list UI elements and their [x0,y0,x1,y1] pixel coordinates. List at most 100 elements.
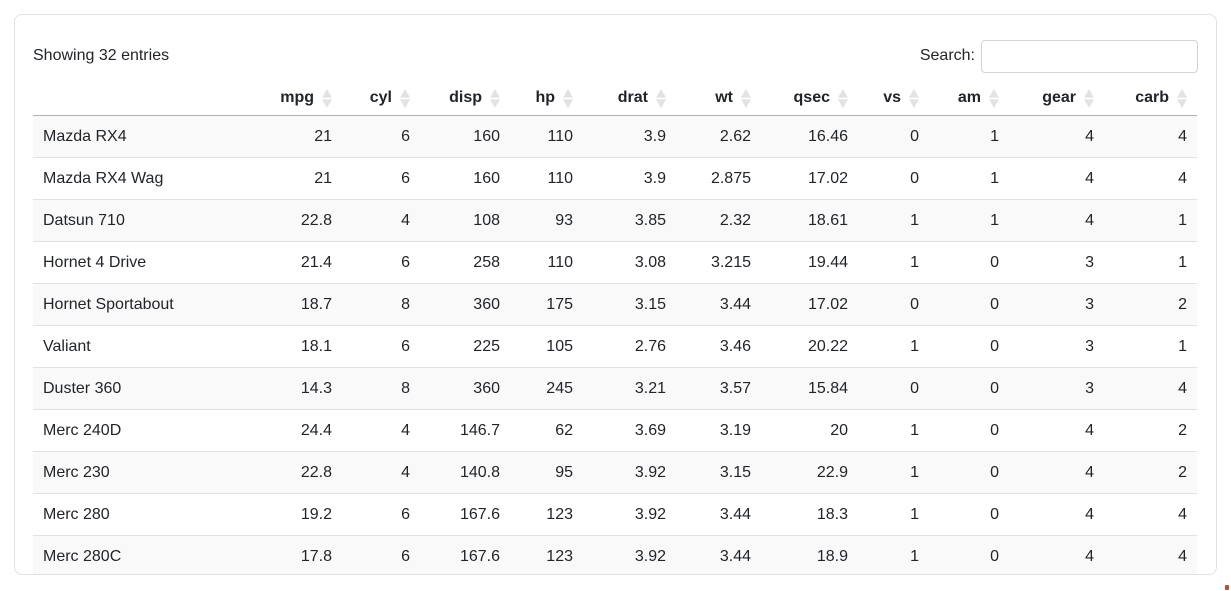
cell-qsec: 18.61 [761,199,858,242]
cell-gear: 4 [1009,535,1104,574]
cell-am: 0 [929,325,1009,368]
cell-vs: 1 [858,241,929,284]
column-header-label: disp [449,89,482,106]
cell-am: 1 [929,157,1009,200]
cell-mpg: 18.7 [240,283,342,326]
column-header-label: hp [535,89,555,106]
cell-qsec: 16.46 [807,128,848,145]
cell-hp: 95 [510,451,583,494]
table-row: Duster 360 14.3 8 360 245 3.21 3.57 15.84 0 0 3 4 [33,367,1197,410]
cell-vs: 0 [858,283,929,326]
cell-vs: 0 [910,128,919,145]
cell-carb: 1 [1104,325,1197,368]
row-name-cell: Merc 280C [33,535,240,574]
cell-gear: 4 [1009,493,1104,536]
column-header-mpg[interactable]: mpg [240,81,342,116]
column-header-wt[interactable]: wt [676,81,761,116]
cell-carb: 4 [1104,493,1197,536]
cell-am: 0 [929,409,1009,452]
cell-disp: 160 [473,128,500,145]
cell-gear: 4 [1009,451,1104,494]
cell-wt: 3.44 [676,535,761,574]
cell-drat: 3.08 [583,241,676,284]
cell-hp: 245 [510,367,583,410]
cell-cyl: 6 [342,535,420,574]
table-row: Mazda RX4 Wag 21 6 160 110 3.9 2.875 17.02 0 1 4 4 [33,157,1197,200]
table-row: Datsun 710 22.8 4 108 93 3.85 2.32 18.61 1 1 4 1 [33,199,1197,242]
column-header-vs[interactable]: vs [858,81,929,116]
cell-mpg: 17.8 [240,535,342,574]
cell-hp: 62 [510,409,583,452]
cell-vs: 1 [858,199,929,242]
cell-cyl: 8 [342,367,420,410]
sort-icon [1084,88,1094,108]
column-header-drat[interactable]: drat [583,81,676,116]
cell-disp: 360 [420,283,510,326]
cell-am: 0 [929,451,1009,494]
column-header-hp[interactable]: hp [510,81,583,116]
cell-mpg: 14.3 [240,367,342,410]
column-header-am[interactable]: am [929,81,1009,116]
cell-am: 0 [929,283,1009,326]
search-input[interactable] [981,39,1198,73]
cell-am: 1 [990,128,999,145]
column-header-rowname[interactable] [33,81,240,116]
cell-hp: 110 [510,157,583,200]
cell-gear: 4 [1009,409,1104,452]
table-row: Hornet 4 Drive 21.4 6 258 110 3.08 3.215 19.44 1… [33,241,1197,284]
bottom-right-artifact [1225,585,1229,590]
column-header-cyl[interactable]: cyl [342,81,420,116]
row-name-cell: Hornet Sportabout [33,283,240,326]
sort-icon [322,88,332,108]
cell-am: 0 [929,493,1009,536]
table-row: Hornet Sportabout 18.7 8 360 175 3.15 3.44 17.0… [33,283,1197,326]
cell-mpg: 21.4 [240,241,342,284]
cell-drat: 3.92 [583,535,676,574]
sort-icon [656,88,666,108]
cell-vs: 0 [858,157,929,200]
row-name-cell: Hornet 4 Drive [33,241,240,284]
cell-qsec: 18.9 [761,535,858,574]
cell-drat: 3.85 [583,199,676,242]
cell-carb: 4 [1104,535,1197,574]
search-label: Search: [919,47,975,64]
column-header-label: drat [617,89,648,106]
column-header-label: carb [1135,89,1169,106]
column-header-label: wt [715,89,733,106]
cell-gear: 3 [1009,367,1104,410]
cell-disp: 360 [420,367,510,410]
cell-gear: 3 [1009,325,1104,368]
cell-vs: 0 [858,367,929,410]
cell-qsec: 18.3 [761,493,858,536]
cell-mpg: 19.2 [240,493,342,536]
cell-carb: 2 [1104,451,1197,494]
column-header-qsec[interactable]: qsec [761,81,858,116]
cell-mpg: 18.1 [240,325,342,368]
search-control: Search: [919,39,1198,73]
cell-qsec: 22.9 [761,451,858,494]
cell-hp: 105 [510,325,583,368]
sort-icon [838,88,848,108]
row-name-cell: Merc 230 [33,451,240,494]
table-row: Merc 240D 24.4 4 146.7 62 3.69 3.19 20 1 0 4 2 [33,409,1197,452]
table-row: Mazda RX4 21 6 160 110 3.9 2.62 16.46 0 1 4 4 [33,116,1197,158]
cell-mpg: 22.8 [240,199,342,242]
column-header-gear[interactable]: gear [1009,81,1104,116]
row-name-cell: Duster 360 [33,367,240,410]
cell-wt: 3.215 [676,241,761,284]
datatable-card: Showing 32 entries Search: mpg cyl disp hp d… [14,14,1217,575]
column-header-label: gear [1042,89,1076,106]
cell-gear: 3 [1009,241,1104,284]
cell-drat: 3.21 [583,367,676,410]
cell-disp: 167.6 [420,535,510,574]
column-header-disp[interactable]: disp [420,81,510,116]
column-header-carb[interactable]: carb [1104,81,1197,116]
row-name-cell: Mazda RX4 [43,128,127,145]
data-table: mpg cyl disp hp drat wt qsec vs am gear carb Mazda… [33,81,1197,574]
sort-icon [400,88,410,108]
cell-mpg: 24.4 [240,409,342,452]
column-header-label: qsec [793,89,830,106]
cell-am: 1 [929,199,1009,242]
cell-gear: 4 [1009,157,1104,200]
cell-qsec: 20 [761,409,858,452]
